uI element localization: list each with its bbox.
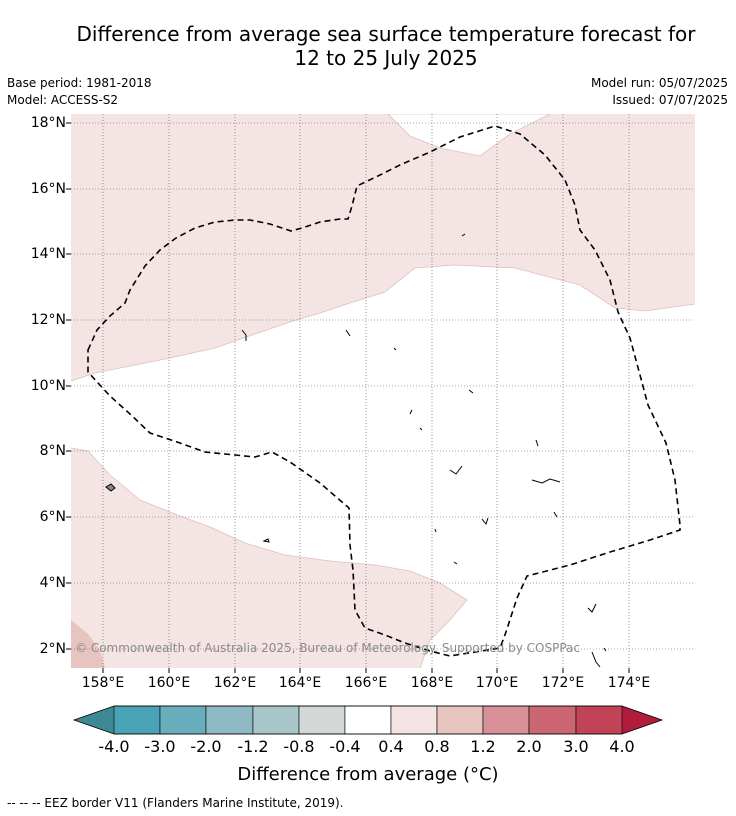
island-outline: [535, 439, 539, 447]
colorbar-tick-label: -0.4: [329, 737, 361, 756]
island-outline: [553, 511, 558, 518]
island-outline: [481, 517, 489, 526]
island-outlines: [105, 233, 607, 668]
colorbar-tick-label: 2.0: [516, 737, 542, 756]
title-line-1: Difference from average sea surface temp…: [76, 22, 696, 46]
latitude-label: 10°N: [30, 378, 66, 394]
longitude-label: 168°E: [410, 675, 454, 691]
colorbar-segment: [344, 705, 392, 735]
copyright-watermark: © Commonwealth of Australia 2025, Bureau…: [75, 641, 580, 655]
colorbar-segment: [482, 705, 530, 735]
colorbar-extension-high: [622, 706, 662, 734]
island-outline: [434, 528, 437, 533]
latitude-label: 4°N: [39, 575, 66, 591]
colorbar-outline: [72, 705, 664, 735]
eez-border: [87, 125, 681, 657]
colorbar-tick-label: -3.0: [144, 737, 176, 756]
latitude-label: 2°N: [39, 641, 66, 657]
island-outline: [409, 409, 413, 415]
colorbar-extension-low: [74, 706, 114, 734]
island-outline: [461, 233, 466, 237]
colorbar-tick-label: -2.0: [190, 737, 222, 756]
model-run: Model run: 05/07/2025: [590, 76, 728, 90]
latitude-label: 14°N: [30, 246, 66, 262]
axis-ticks: [66, 122, 630, 673]
moderate-warm-anomaly-patch: [71, 620, 105, 668]
colorbar-segment: [113, 705, 161, 735]
graticule: [71, 114, 695, 668]
run-info-right: Model run: 05/07/2025 Issued: 07/07/2025: [591, 75, 728, 109]
longitude-label: 158°E: [81, 675, 125, 691]
island-outline: [603, 647, 607, 652]
warm-anomaly-boundary-south: [71, 447, 468, 668]
longitude-label: 160°E: [147, 675, 191, 691]
longitude-label: 172°E: [541, 675, 585, 691]
island-outline: [453, 561, 458, 565]
latitude-label: 6°N: [39, 509, 66, 525]
island-outline: [393, 347, 397, 351]
base-period: Base period: 1981-2018: [7, 76, 152, 90]
colorbar-tick-label: 1.2: [470, 737, 496, 756]
longitude-label: 162°E: [213, 675, 257, 691]
colorbar-segment: [298, 705, 346, 735]
run-info-left: Base period: 1981-2018 Model: ACCESS-S2: [7, 75, 152, 109]
title-line-2: 12 to 25 July 2025: [294, 46, 478, 70]
colorbar-tick-label: 0.8: [424, 737, 450, 756]
colorbar-segment: [205, 705, 254, 735]
colorbar-tick-label: 4.0: [609, 737, 635, 756]
longitude-label: 174°E: [607, 675, 651, 691]
island-outline: [531, 478, 561, 484]
island-outline: [419, 427, 423, 431]
warm-anomaly-region-south: [71, 448, 467, 668]
island-outline: [262, 538, 270, 543]
island-outline: [587, 603, 597, 613]
longitude-label: 164°E: [278, 675, 322, 691]
island-outline: [468, 389, 474, 394]
island-outline: [591, 651, 601, 668]
colorbar-tick-label: -4.0: [98, 737, 130, 756]
latitude-label: 8°N: [39, 443, 66, 459]
colorbar-title: Difference from average (°C): [237, 764, 499, 785]
colorbar-tick-label: 0.4: [378, 737, 404, 756]
issued-date: Issued: 07/07/2025: [612, 93, 728, 107]
warm-anomaly-boundary-north: [71, 264, 695, 382]
longitude-label: 166°E: [344, 675, 388, 691]
colorbar-tick-label: -1.2: [237, 737, 269, 756]
colorbar-segment: [528, 705, 577, 735]
colorbar-segment: [252, 705, 300, 735]
colorbar-tick-label: 3.0: [563, 737, 589, 756]
longitude-label: 170°E: [475, 675, 519, 691]
latitude-label: 16°N: [30, 181, 66, 197]
map-title: Difference from average sea surface temp…: [36, 22, 736, 70]
model-name: Model: ACCESS-S2: [7, 93, 119, 107]
colorbar-segment: [575, 705, 623, 735]
colorbar-segment: [436, 705, 484, 735]
island-outline: [449, 465, 463, 475]
eez-legend-note: -- -- -- EEZ border V11 (Flanders Marine…: [7, 796, 344, 810]
map-area: [71, 114, 695, 668]
island-outline: [345, 329, 351, 337]
warm-anomaly-region-north: [71, 114, 695, 381]
island-outline: [241, 329, 247, 341]
colorbar-segment: [159, 705, 207, 735]
latitude-label: 18°N: [30, 115, 66, 131]
colorbar-segment: [390, 705, 438, 735]
colorbar: [72, 705, 664, 735]
latitude-label: 12°N: [30, 312, 66, 328]
island-outline: [105, 483, 116, 492]
colorbar-tick-label: -0.8: [283, 737, 315, 756]
